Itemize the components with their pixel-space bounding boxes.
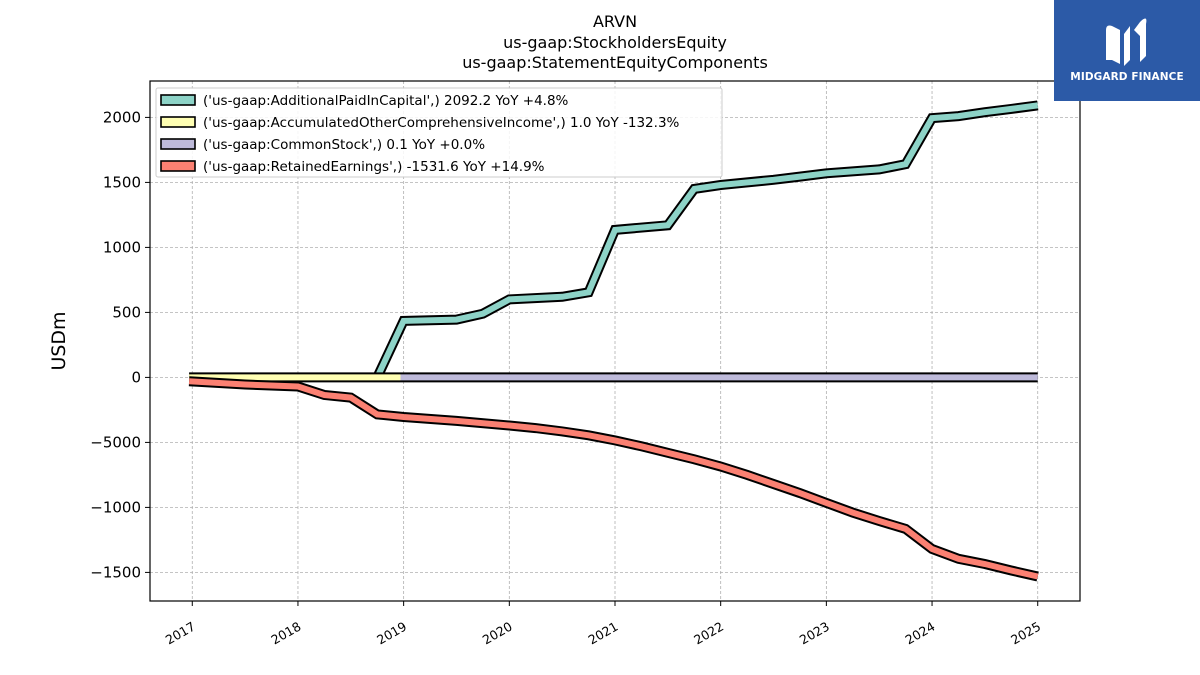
y-tick-label: 0	[131, 368, 141, 386]
chart-title-line-3: us-gaap:StatementEquityComponents	[462, 53, 768, 72]
y-axis-label: USDm	[48, 311, 70, 370]
x-tick-label: 2022	[691, 619, 726, 648]
x-tick-label: 2020	[480, 619, 515, 648]
legend-label: ('us-gaap:RetainedEarnings',) -1531.6 Yo…	[203, 159, 545, 175]
series-lines	[188, 100, 1039, 582]
x-tick-label: 2024	[902, 619, 937, 648]
x-tick-label: 2017	[163, 619, 198, 648]
x-tick-label: 2019	[374, 619, 409, 648]
series-line-0	[374, 102, 1039, 379]
y-tick-label: −1500	[90, 563, 141, 581]
x-tick-label: 2023	[797, 619, 832, 648]
legend-label: ('us-gaap:AccumulatedOtherComprehensiveI…	[203, 115, 680, 131]
y-tick-label: 1500	[103, 173, 141, 191]
legend-swatch	[160, 116, 196, 128]
legend-swatch	[160, 138, 196, 150]
legend: ('us-gaap:AdditionalPaidInCapital',) 209…	[155, 87, 723, 178]
chart-title: ARVN us-gaap:StockholdersEquity us-gaap:…	[462, 12, 768, 72]
legend-label: ('us-gaap:AdditionalPaidInCapital',) 209…	[203, 93, 569, 109]
x-tick-label: 2018	[268, 619, 303, 648]
brand-logo: MIDGARD FINANCE	[1054, 0, 1200, 101]
x-tick-label: 2025	[1008, 619, 1043, 648]
x-tick-label: 2021	[585, 619, 620, 648]
x-axis: 2017 2018 2019 2020 2021 2022 2023 2024 2025	[163, 601, 1043, 648]
legend-box	[155, 87, 723, 178]
chart-title-line-2: us-gaap:StockholdersEquity	[503, 33, 727, 52]
y-tick-label: 2000	[103, 108, 141, 126]
logo-text: MIDGARD FINANCE	[1070, 71, 1184, 83]
series-outline-3	[188, 376, 1039, 582]
y-tick-label: 1000	[103, 238, 141, 256]
legend-swatch	[160, 160, 196, 172]
legend-label: ('us-gaap:CommonStock',) 0.1 YoY +0.0%	[203, 137, 485, 153]
y-tick-label: 500	[112, 303, 141, 321]
y-axis: 2000 1500 1000 500 0 −5000 −1000 −1500	[90, 108, 150, 581]
y-tick-label: −1000	[90, 498, 141, 516]
legend-swatch	[160, 94, 196, 106]
chart-title-line-1: ARVN	[593, 12, 637, 31]
y-tick-label: −5000	[90, 433, 141, 451]
logo-mark-icon	[1106, 18, 1147, 66]
series-line-3	[188, 378, 1039, 580]
